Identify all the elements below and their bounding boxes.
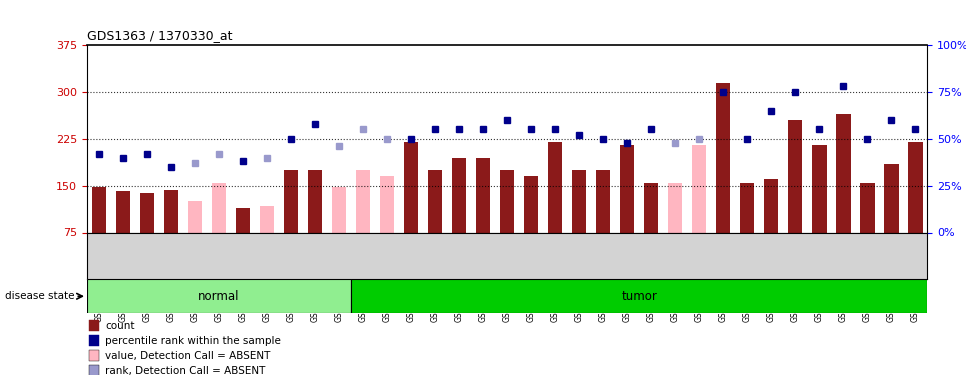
Bar: [452, 158, 467, 232]
Bar: [908, 142, 923, 232]
Text: count: count: [105, 321, 135, 331]
Bar: [380, 176, 394, 232]
Text: tumor: tumor: [621, 290, 657, 303]
Bar: [740, 183, 754, 232]
Text: normal: normal: [198, 290, 240, 303]
Bar: [355, 170, 370, 232]
Bar: [548, 142, 562, 232]
Bar: [187, 201, 202, 232]
Text: percentile rank within the sample: percentile rank within the sample: [105, 336, 281, 346]
Text: disease state: disease state: [5, 291, 74, 301]
Bar: [332, 187, 346, 232]
Bar: [812, 145, 827, 232]
Bar: [428, 170, 442, 232]
Bar: [351, 279, 927, 313]
Bar: [89, 320, 99, 331]
Bar: [476, 158, 491, 232]
Bar: [89, 350, 99, 361]
Bar: [788, 120, 803, 232]
Bar: [260, 206, 274, 232]
Bar: [837, 114, 850, 232]
Bar: [89, 365, 99, 375]
Bar: [524, 176, 538, 232]
Bar: [668, 183, 682, 232]
Bar: [92, 187, 106, 232]
Text: GDS1363 / 1370330_at: GDS1363 / 1370330_at: [87, 30, 233, 42]
Bar: [87, 279, 351, 313]
Bar: [89, 335, 99, 346]
Bar: [884, 164, 898, 232]
Bar: [572, 170, 586, 232]
Bar: [140, 193, 155, 232]
Bar: [212, 183, 226, 232]
Bar: [764, 179, 779, 232]
Bar: [116, 191, 130, 232]
Bar: [692, 145, 706, 232]
Bar: [860, 183, 874, 232]
Text: rank, Detection Call = ABSENT: rank, Detection Call = ABSENT: [105, 366, 266, 375]
Bar: [644, 183, 659, 232]
Bar: [500, 170, 514, 232]
Bar: [164, 190, 178, 232]
Bar: [620, 145, 635, 232]
Bar: [284, 170, 298, 232]
Bar: [596, 170, 611, 232]
Bar: [716, 82, 730, 232]
Text: value, Detection Call = ABSENT: value, Detection Call = ABSENT: [105, 351, 270, 361]
Bar: [404, 142, 418, 232]
Bar: [236, 207, 250, 232]
Bar: [308, 170, 323, 232]
